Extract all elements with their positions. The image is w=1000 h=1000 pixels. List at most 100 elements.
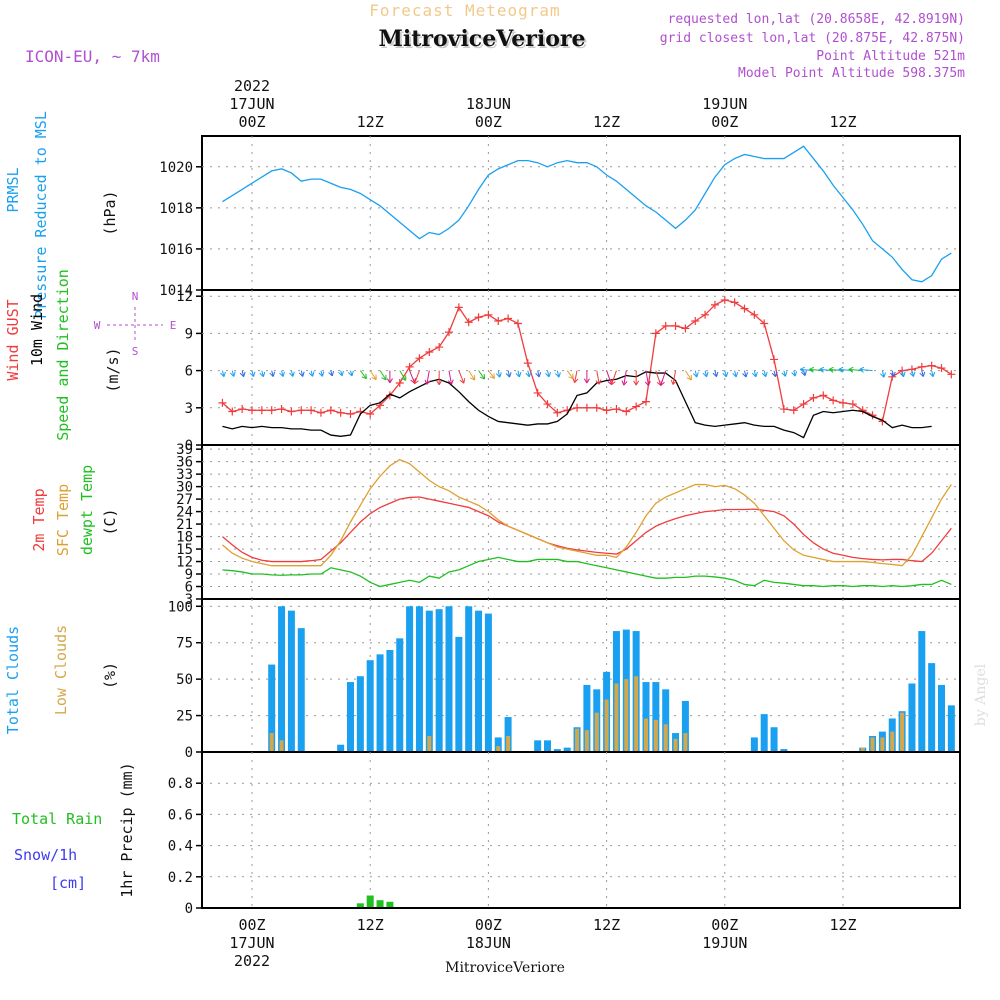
top-axis-label: 00Z (711, 113, 738, 131)
wind-arrow-head (298, 371, 305, 377)
wind-direction-arrow (537, 370, 540, 378)
footer-location: MitroviceVeriore (445, 960, 565, 976)
y-tick-label: 25 (176, 709, 193, 725)
bar-clouds-0 (563, 747, 571, 751)
bar-clouds-0 (287, 610, 295, 751)
panel-label: [cm] (50, 874, 86, 892)
y-tick-label: 0 (185, 901, 193, 917)
gust-marker (297, 406, 306, 415)
panel-label: Snow/1h (14, 846, 77, 864)
wind-arrow-head (809, 366, 815, 373)
gust-marker (494, 317, 503, 325)
bar-clouds-1 (427, 735, 432, 751)
gust-marker (740, 304, 749, 313)
bottom-axis-label: 19JUN (702, 934, 747, 952)
wind-arrow-head (535, 372, 542, 378)
wind-arrow-head (259, 371, 266, 378)
bar-clouds-0 (534, 740, 542, 751)
series-line-temperature-1 (222, 458, 952, 567)
bar-precip-0 (386, 901, 394, 907)
wind-direction-arrow (763, 370, 767, 377)
gust-marker (425, 348, 434, 356)
wind-direction-arrow (497, 370, 501, 378)
compass-s: S (132, 345, 139, 358)
wind-arrow-head (371, 374, 377, 381)
wind-arrow-head (732, 372, 739, 378)
bar-clouds-0 (297, 628, 305, 751)
gust-marker (602, 406, 611, 415)
y-tick-label: 1018 (159, 201, 193, 217)
y-tick-label: 0.6 (168, 807, 193, 823)
bar-clouds-0 (278, 606, 286, 751)
gust-marker (267, 406, 276, 415)
bottom-axis-label: 2022 (234, 952, 270, 970)
gust-marker (858, 406, 867, 415)
wind-direction-arrow (704, 370, 708, 377)
bar-clouds-0 (435, 609, 443, 751)
panel-frame-clouds (201, 598, 961, 753)
gust-marker (504, 314, 513, 323)
wind-arrow-head (929, 371, 936, 378)
wind-arrow-head (229, 371, 236, 377)
gust-marker (612, 405, 621, 414)
wind-arrow-head (555, 372, 561, 378)
wind-arrow-head (470, 375, 476, 381)
gust-marker (287, 407, 296, 416)
unit-label: (C) (101, 508, 119, 535)
unit-label: (%) (101, 662, 119, 689)
gust-marker (454, 303, 463, 312)
wind-arrow-head (401, 375, 407, 381)
wind-arrow-head (413, 378, 419, 385)
bar-clouds-1 (634, 676, 639, 751)
gust-marker (789, 406, 798, 415)
bar-clouds-0 (947, 705, 955, 751)
bar-clouds-1 (594, 712, 599, 751)
wind-arrow-head (489, 373, 495, 379)
bar-clouds-0 (780, 749, 788, 751)
watermark: by Angel (973, 663, 989, 726)
y-tick-label: 27 (176, 492, 193, 508)
wind-direction-arrow (426, 370, 430, 385)
y-tick-label: 50 (176, 672, 193, 688)
wind-direction-arrow (753, 370, 757, 377)
wind-arrow-head (799, 366, 805, 373)
bar-clouds-0 (662, 689, 670, 751)
point-altitude: Point Altitude 521m (816, 49, 965, 64)
wind-arrow-head (495, 372, 502, 378)
y-tick-label: 30 (176, 480, 193, 496)
wind-arrow-head (659, 380, 665, 386)
bar-clouds-1 (663, 724, 668, 751)
y-tick-label: 33 (176, 467, 193, 483)
gust-marker (642, 397, 650, 406)
top-axis-label: 12Z (357, 113, 384, 131)
wind-direction-arrow (527, 370, 530, 377)
wind-arrow-head (702, 371, 709, 378)
bar-clouds-1 (614, 683, 619, 751)
wind-arrow-head (381, 374, 387, 381)
bar-clouds-1 (860, 747, 865, 751)
wind-direction-arrow (566, 370, 574, 379)
gust-marker (474, 313, 483, 322)
y-tick-label: 100 (168, 599, 193, 615)
wind-arrow-head (424, 379, 431, 385)
panel-frame-temperature (201, 444, 961, 600)
bar-precip-0 (356, 903, 364, 907)
wind-arrow-head (880, 372, 886, 378)
gust-marker (582, 403, 591, 412)
gust-marker (336, 408, 345, 417)
series-line-wind-1 (222, 371, 932, 439)
top-axis-label: 00Z (238, 113, 265, 131)
wind-arrow-head (348, 370, 354, 377)
gust-marker (248, 406, 256, 415)
bar-clouds-0 (425, 610, 433, 751)
wind-direction-arrow (645, 370, 649, 386)
bar-clouds-0 (396, 638, 404, 751)
bar-clouds-1 (269, 733, 274, 751)
wind-direction-arrow (231, 370, 235, 377)
bar-clouds-0 (455, 636, 463, 751)
gust-marker (553, 408, 562, 417)
wind-arrow-head (515, 372, 522, 378)
wind-direction-arrow (623, 370, 627, 386)
compass-n: N (132, 290, 139, 303)
y-tick-label: 12 (176, 289, 193, 305)
